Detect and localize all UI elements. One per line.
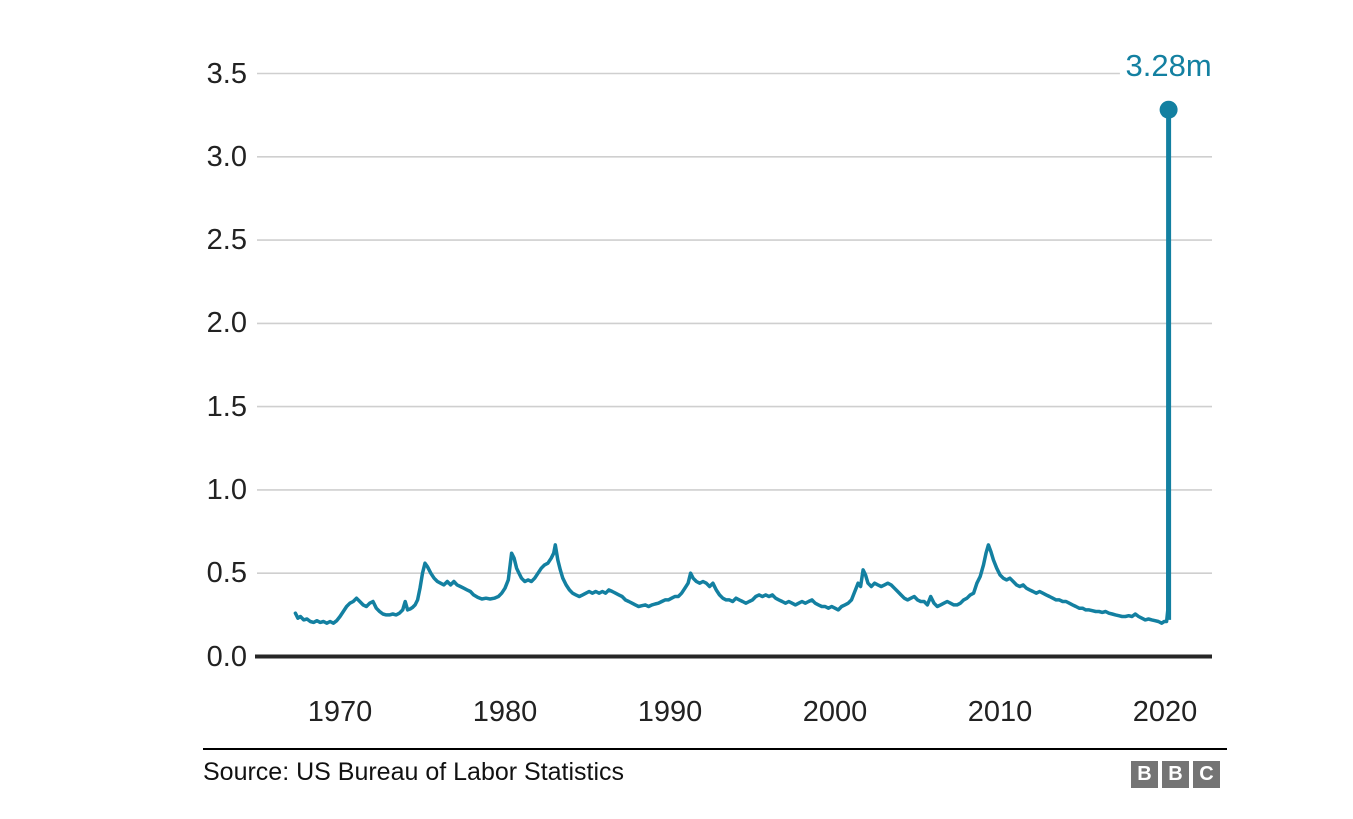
peak-dot [1159, 100, 1178, 119]
logo-block-c: C [1193, 761, 1220, 788]
logo-block-b2: B [1162, 761, 1189, 788]
series-line [293, 107, 1171, 625]
source-label: Source: US Bureau of Labor Statistics [203, 758, 625, 786]
footer-divider [203, 748, 1227, 750]
bbc-logo: B B C [1131, 761, 1220, 788]
logo-block-b1: B [1131, 761, 1158, 788]
peak-value-label: 3.28m [1119, 48, 1218, 84]
